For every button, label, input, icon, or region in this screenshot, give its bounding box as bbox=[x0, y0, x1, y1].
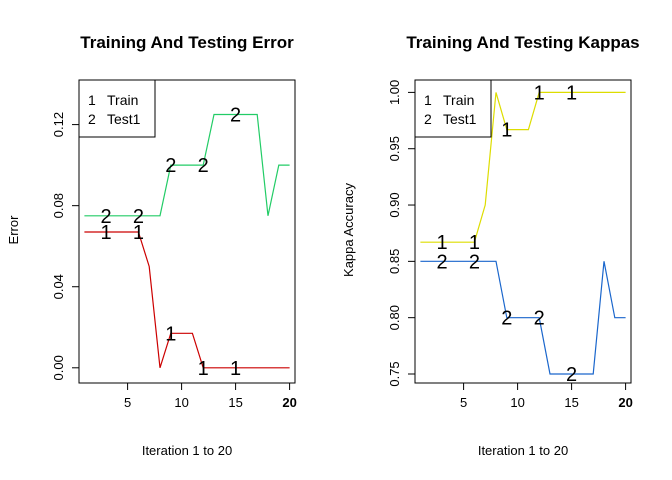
kappa-x-tick-label: 10 bbox=[510, 395, 524, 410]
kappa-y-tick-label: 0.75 bbox=[387, 361, 402, 386]
error-legend-label-train: Train bbox=[107, 92, 138, 108]
kappa-legend-marker-test1: 2 bbox=[424, 111, 432, 127]
kappa-chart-ylabel: Kappa Accuracy bbox=[341, 183, 356, 277]
error-axis-ticks: 5 10 15 20 0.00 0.04 0.08 0.12 bbox=[51, 112, 297, 410]
kappa-y-tick-label: 0.85 bbox=[387, 249, 402, 274]
kappa-x-tick-label: 20 bbox=[618, 395, 632, 410]
error-x-tick-label: 15 bbox=[228, 395, 242, 410]
error-chart: Training And Testing Error Iteration 1 t… bbox=[6, 33, 297, 458]
error-chart-title: Training And Testing Error bbox=[80, 33, 294, 52]
error-y-tick-label: 0.00 bbox=[51, 355, 66, 380]
kappa-y-tick-label: 0.90 bbox=[387, 192, 402, 217]
error-x-tick-label: 5 bbox=[124, 395, 131, 410]
error-point-labels: 1 111 12 22 22 bbox=[100, 104, 241, 379]
error-y-tick-label: 0.04 bbox=[51, 274, 66, 299]
kappa-chart-xlabel: Iteration 1 to 20 bbox=[478, 443, 568, 458]
kappa-point-label-train: 1 bbox=[469, 232, 480, 254]
kappa-point-label-test1: 2 bbox=[469, 251, 480, 273]
error-point-label-test1: 2 bbox=[230, 104, 241, 126]
kappa-chart: Training And Testing Kappas Iteration 1 … bbox=[341, 33, 640, 458]
kappa-legend-label-train: Train bbox=[443, 92, 474, 108]
error-plot-frame bbox=[78, 79, 296, 384]
kappa-series bbox=[420, 91, 626, 375]
kappa-y-tick-label: 1.00 bbox=[387, 80, 402, 105]
kappa-legend-label-test1: Test1 bbox=[443, 111, 477, 127]
error-point-label-train: 1 bbox=[133, 222, 144, 244]
error-point-label-train: 1 bbox=[198, 358, 209, 380]
error-x-tick-label: 20 bbox=[282, 395, 296, 410]
error-point-label-test1: 2 bbox=[100, 206, 111, 228]
kappa-plot-frame bbox=[414, 79, 632, 384]
kappa-point-label-test1: 2 bbox=[566, 364, 577, 386]
error-series bbox=[84, 113, 290, 369]
kappa-chart-title: Training And Testing Kappas bbox=[406, 33, 639, 52]
error-y-tick-label: 0.12 bbox=[51, 112, 66, 137]
kappa-point-label-train: 1 bbox=[534, 82, 545, 104]
kappa-axis-ticks: 5 10 15 20 0.75 0.80 0.85 0.90 0.95 1.00 bbox=[387, 80, 633, 410]
kappa-point-labels: 1 111 12 22 22 bbox=[436, 82, 577, 386]
error-point-label-train: 1 bbox=[100, 222, 111, 244]
error-point-label-test1: 2 bbox=[165, 155, 176, 177]
kappa-line-train bbox=[420, 91, 626, 243]
error-point-label-train: 1 bbox=[165, 323, 176, 345]
kappa-legend: 1 Train 2 Test1 bbox=[414, 79, 492, 138]
kappa-point-label-train: 1 bbox=[501, 120, 512, 142]
kappa-point-label-train: 1 bbox=[566, 82, 577, 104]
error-chart-xlabel: Iteration 1 to 20 bbox=[142, 443, 232, 458]
error-legend: 1 Train 2 Test1 bbox=[78, 79, 156, 138]
error-x-tick-label: 10 bbox=[174, 395, 188, 410]
kappa-y-tick-label: 0.80 bbox=[387, 305, 402, 330]
kappa-y-tick-label: 0.95 bbox=[387, 136, 402, 161]
kappa-x-tick-label: 5 bbox=[460, 395, 467, 410]
error-point-label-test1: 2 bbox=[198, 155, 209, 177]
kappa-point-label-train: 1 bbox=[436, 232, 447, 254]
error-legend-label-test1: Test1 bbox=[107, 111, 141, 127]
kappa-x-tick-label: 15 bbox=[564, 395, 578, 410]
kappa-point-label-test1: 2 bbox=[534, 308, 545, 330]
kappa-point-label-test1: 2 bbox=[501, 308, 512, 330]
kappa-legend-marker-train: 1 bbox=[424, 92, 432, 108]
kappa-point-label-test1: 2 bbox=[436, 251, 447, 273]
kappa-line-test1 bbox=[420, 260, 626, 375]
error-point-label-test1: 2 bbox=[133, 206, 144, 228]
error-point-label-train: 1 bbox=[230, 358, 241, 380]
error-chart-ylabel: Error bbox=[6, 215, 21, 245]
error-legend-marker-train: 1 bbox=[88, 92, 96, 108]
error-legend-marker-test1: 2 bbox=[88, 111, 96, 127]
kappa-legend-box bbox=[414, 79, 492, 138]
error-line-train bbox=[84, 231, 290, 369]
error-legend-box bbox=[78, 79, 156, 138]
error-line-test1 bbox=[84, 113, 290, 217]
error-y-tick-label: 0.08 bbox=[51, 193, 66, 218]
